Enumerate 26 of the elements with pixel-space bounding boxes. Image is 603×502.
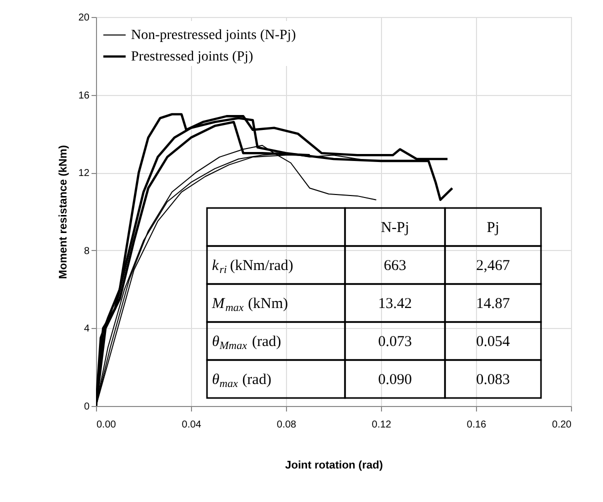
annotation: 13.42 xyxy=(378,296,412,312)
x-tick-label: 0.20 xyxy=(552,420,572,430)
annotation: 663 xyxy=(384,258,406,274)
x-tick-label: 0.16 xyxy=(466,420,487,430)
annotation: 0.083 xyxy=(476,372,510,388)
x-tick-label: 0.12 xyxy=(372,420,392,430)
x-axis-title: Joint rotation (rad) xyxy=(285,460,384,472)
y-tick-label: 8 xyxy=(84,246,90,257)
annotation: 0.090 xyxy=(378,372,412,388)
y-tick-label: 4 xyxy=(84,324,90,335)
annotation: 14.87 xyxy=(476,296,510,312)
x-tick-label: 0.00 xyxy=(96,420,116,430)
annotation: N-Pj xyxy=(380,220,410,236)
annotation: Pj xyxy=(486,220,500,236)
y-tick-label: 16 xyxy=(78,90,90,102)
x-tick-label: 0.04 xyxy=(182,420,202,430)
x-tick-label: 0.08 xyxy=(276,420,297,430)
y-tick-label: 20 xyxy=(78,12,90,24)
y-tick-label: 12 xyxy=(78,168,90,180)
annotation: 0.073 xyxy=(378,334,412,350)
annotation: 0.054 xyxy=(476,334,510,350)
y-tick-label: 0 xyxy=(84,402,90,412)
y-axis-title: Moment resistance (kNm) xyxy=(57,144,70,279)
legend-label: Non-prestressed joints (N-Pj) xyxy=(131,28,296,43)
annotation: 2,467 xyxy=(476,258,510,274)
legend-label: Prestressed joints (Pj) xyxy=(131,50,254,64)
